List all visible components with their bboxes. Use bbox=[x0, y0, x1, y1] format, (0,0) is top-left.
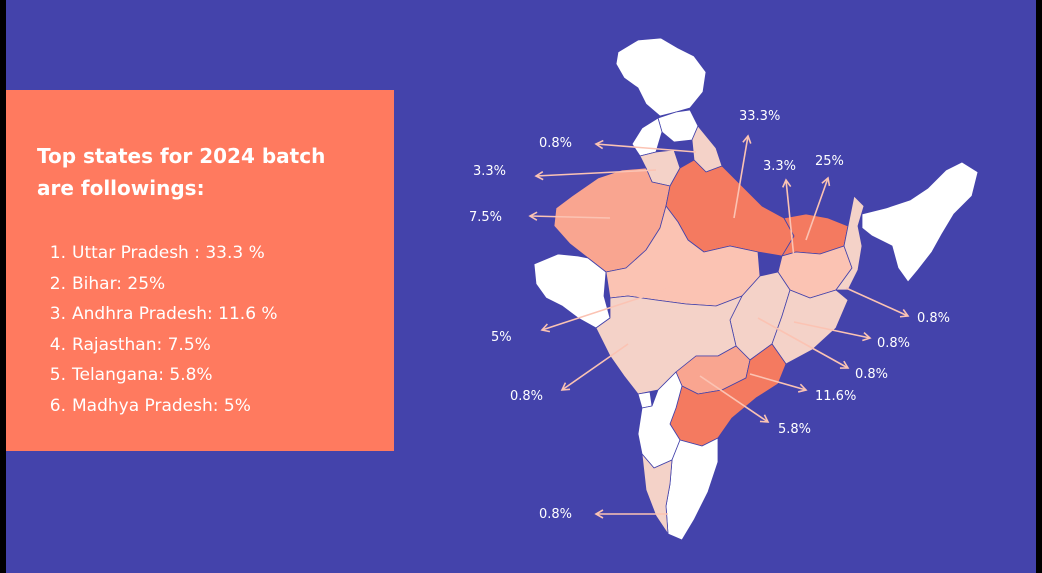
list-item: 5. Telangana: 5.8% bbox=[37, 360, 374, 391]
state-odisha bbox=[771, 289, 849, 365]
list-item-number: 6. bbox=[49, 395, 66, 416]
list-item-number: 1. bbox=[49, 243, 66, 263]
arrow-west-bengal bbox=[845, 287, 910, 318]
label-madhya-pradesh: 5% bbox=[491, 330, 512, 345]
label-west-bengal: 0.8% bbox=[917, 311, 951, 326]
list-item-text: Andhra Pradesh: 11.6 % bbox=[72, 304, 278, 324]
list-item-text: Telangana: 5.8% bbox=[72, 365, 213, 385]
list-item: 3. Andhra Pradesh: 11.6 % bbox=[37, 299, 374, 330]
state-maharashtra bbox=[595, 295, 743, 395]
list-item-number: 3. bbox=[49, 304, 66, 324]
arrow-odisha bbox=[793, 321, 872, 342]
label-chhattisgarh: 0.8% bbox=[855, 367, 889, 382]
state-west-bengal bbox=[835, 195, 865, 291]
arrow-uttar-pradesh bbox=[733, 134, 752, 219]
label-haryana: 3.3% bbox=[473, 164, 507, 179]
list-item-text: Madhya Pradesh: 5% bbox=[72, 395, 251, 416]
state-punjab bbox=[631, 117, 663, 157]
list-item: 2. Bihar: 25% bbox=[37, 269, 374, 300]
list-item: 1. Uttar Pradesh : 33.3 % bbox=[37, 238, 374, 269]
arrow-jharkhand bbox=[781, 178, 797, 279]
state-goa bbox=[637, 391, 653, 409]
label-jharkhand: 3.3% bbox=[763, 159, 797, 174]
slide: Top states for 2024 batch are followings… bbox=[6, 0, 1036, 573]
state-northeast bbox=[861, 161, 979, 283]
arrow-madhya-pradesh bbox=[540, 287, 671, 333]
arrow-chhattisgarh bbox=[757, 317, 850, 369]
list-item-number: 2. bbox=[49, 273, 66, 294]
label-maharashtra: 0.8% bbox=[510, 389, 544, 404]
list-item-text: Uttar Pradesh : 33.3 % bbox=[72, 243, 265, 263]
arrow-delhi bbox=[594, 139, 697, 153]
label-uttar-pradesh: 33.3% bbox=[739, 109, 781, 124]
label-delhi: 0.8% bbox=[539, 136, 573, 151]
label-odisha: 0.8% bbox=[877, 336, 911, 351]
arrow-bihar bbox=[805, 176, 831, 241]
label-kerala: 0.8% bbox=[539, 507, 573, 522]
arrow-maharashtra bbox=[560, 343, 629, 391]
arrow-haryana bbox=[534, 169, 657, 181]
label-rajasthan: 7.5% bbox=[469, 210, 503, 225]
arrow-rajasthan bbox=[528, 211, 611, 221]
list-item: 4. Rajasthan: 7.5% bbox=[37, 330, 374, 361]
list-item: 6. Madhya Pradesh: 5% bbox=[37, 391, 374, 422]
arrow-telangana bbox=[699, 375, 770, 423]
list-item-text: Rajasthan: 7.5% bbox=[72, 334, 211, 355]
card-title: Top states for 2024 batch are followings… bbox=[37, 144, 326, 200]
label-telangana: 5.8% bbox=[778, 422, 812, 437]
state-list: 1. Uttar Pradesh : 33.3 % 2. Bihar: 25% 3.… bbox=[37, 238, 374, 421]
label-andhra-pradesh: 11.6% bbox=[815, 389, 857, 404]
arrow-andhra-pradesh bbox=[749, 373, 808, 393]
state-jammu-kashmir bbox=[615, 37, 707, 117]
list-item-number: 5. bbox=[49, 365, 66, 385]
india-map bbox=[528, 37, 979, 541]
list-item-text: Bihar: 25% bbox=[72, 273, 166, 294]
label-bihar: 25% bbox=[815, 154, 844, 169]
info-card: Top states for 2024 batch are followings… bbox=[6, 90, 394, 451]
list-item-number: 4. bbox=[49, 334, 66, 355]
